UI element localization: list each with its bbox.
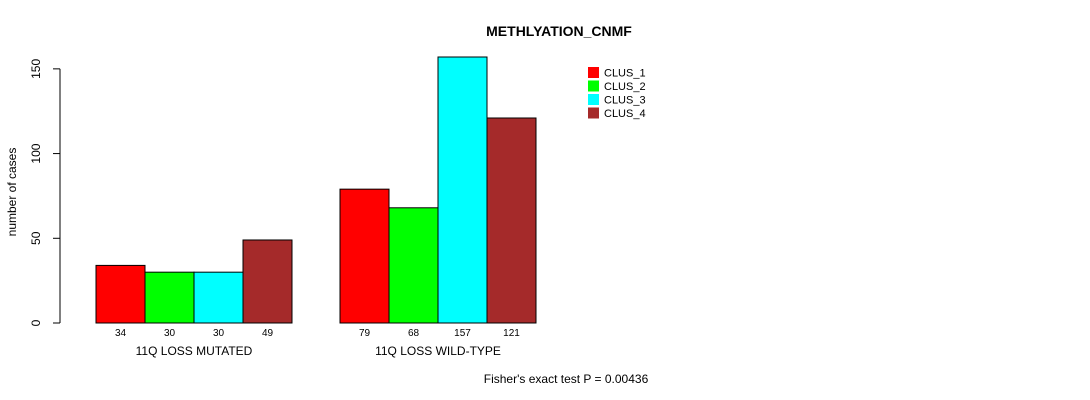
chart-title: METHLYATION_CNMF bbox=[486, 23, 632, 39]
fisher-test-note: Fisher's exact test P = 0.00436 bbox=[484, 372, 649, 386]
bar-clus-1-group-2 bbox=[339, 188, 390, 324]
y-axis: 0 50 100 150 bbox=[29, 59, 61, 326]
y-axis-label: number of cases bbox=[5, 148, 19, 237]
bar-clus-1-group-1 bbox=[95, 264, 146, 324]
bar-value-label: 79 bbox=[359, 328, 371, 339]
legend-swatch bbox=[588, 80, 599, 92]
bar-value-label: 34 bbox=[115, 328, 127, 339]
legend-label: CLUS_1 bbox=[604, 68, 646, 80]
legend-swatch bbox=[588, 107, 599, 119]
bar-value-label: 68 bbox=[408, 328, 420, 339]
bar-clus-2-group-2 bbox=[388, 207, 439, 324]
y-tick-label: 50 bbox=[29, 231, 43, 245]
bar-value-label: 49 bbox=[262, 328, 274, 339]
bars bbox=[95, 56, 537, 324]
y-tick-label: 150 bbox=[29, 59, 43, 79]
legend-swatch bbox=[588, 94, 599, 105]
y-tick-label: 0 bbox=[29, 319, 43, 326]
legend-label: CLUS_4 bbox=[604, 108, 646, 120]
bar-clus-3-group-2 bbox=[437, 56, 488, 324]
bar-clus-4-group-2 bbox=[486, 117, 537, 324]
bar-clus-4-group-1 bbox=[242, 239, 293, 324]
bar-clus-2-group-1 bbox=[144, 271, 195, 324]
category-label: 11Q LOSS WILD-TYPE bbox=[375, 344, 501, 358]
bar-value-label: 30 bbox=[164, 328, 176, 339]
data-labels: 34 30 30 49 79 68 157 121 bbox=[115, 328, 520, 339]
category-label: 11Q LOSS MUTATED bbox=[136, 344, 253, 358]
legend-swatch bbox=[588, 67, 599, 78]
bar-value-label: 30 bbox=[213, 328, 225, 339]
y-tick-label: 100 bbox=[29, 143, 43, 163]
legend-label: CLUS_2 bbox=[604, 81, 646, 93]
legend-label: CLUS_3 bbox=[604, 95, 646, 107]
category-labels: 11Q LOSS MUTATED 11Q LOSS WILD-TYPE bbox=[136, 344, 501, 358]
bar-clus-3-group-1 bbox=[193, 271, 244, 324]
bar-value-label: 121 bbox=[503, 328, 520, 339]
bar-value-label: 157 bbox=[454, 328, 471, 339]
